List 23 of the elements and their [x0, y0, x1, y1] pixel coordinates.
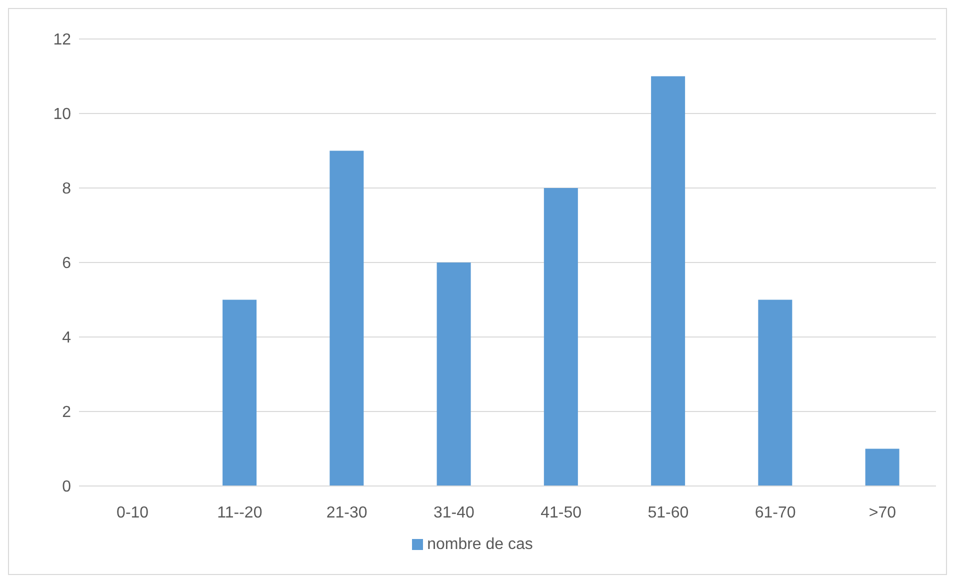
bar	[865, 448, 900, 486]
x-tick-label: 11--20	[217, 504, 262, 522]
bar	[544, 188, 578, 486]
y-tick-label: 4	[62, 330, 72, 347]
y-tick-label: 6	[62, 255, 72, 272]
legend-label: nombre de cas	[427, 536, 533, 553]
x-tick-label: 31-40	[433, 504, 474, 522]
x-tick-label: 0-10	[116, 504, 149, 522]
y-tick-label: 8	[62, 180, 72, 198]
bar	[436, 262, 471, 486]
x-tick-label: 41-50	[540, 504, 582, 522]
x-tick-label: 21-30	[326, 504, 368, 522]
x-tick-label: 61-70	[754, 504, 796, 522]
bar	[330, 150, 364, 486]
y-tick-label: 2	[62, 404, 72, 422]
x-tick-label: >70	[868, 504, 896, 522]
y-tick-label: 0	[62, 478, 72, 496]
bar	[758, 300, 792, 486]
x-tick-label: 51-60	[648, 504, 689, 522]
y-tick-label: 10	[53, 106, 72, 124]
bar	[222, 300, 257, 486]
bar	[651, 76, 686, 486]
y-tick-label: 12	[53, 32, 72, 49]
